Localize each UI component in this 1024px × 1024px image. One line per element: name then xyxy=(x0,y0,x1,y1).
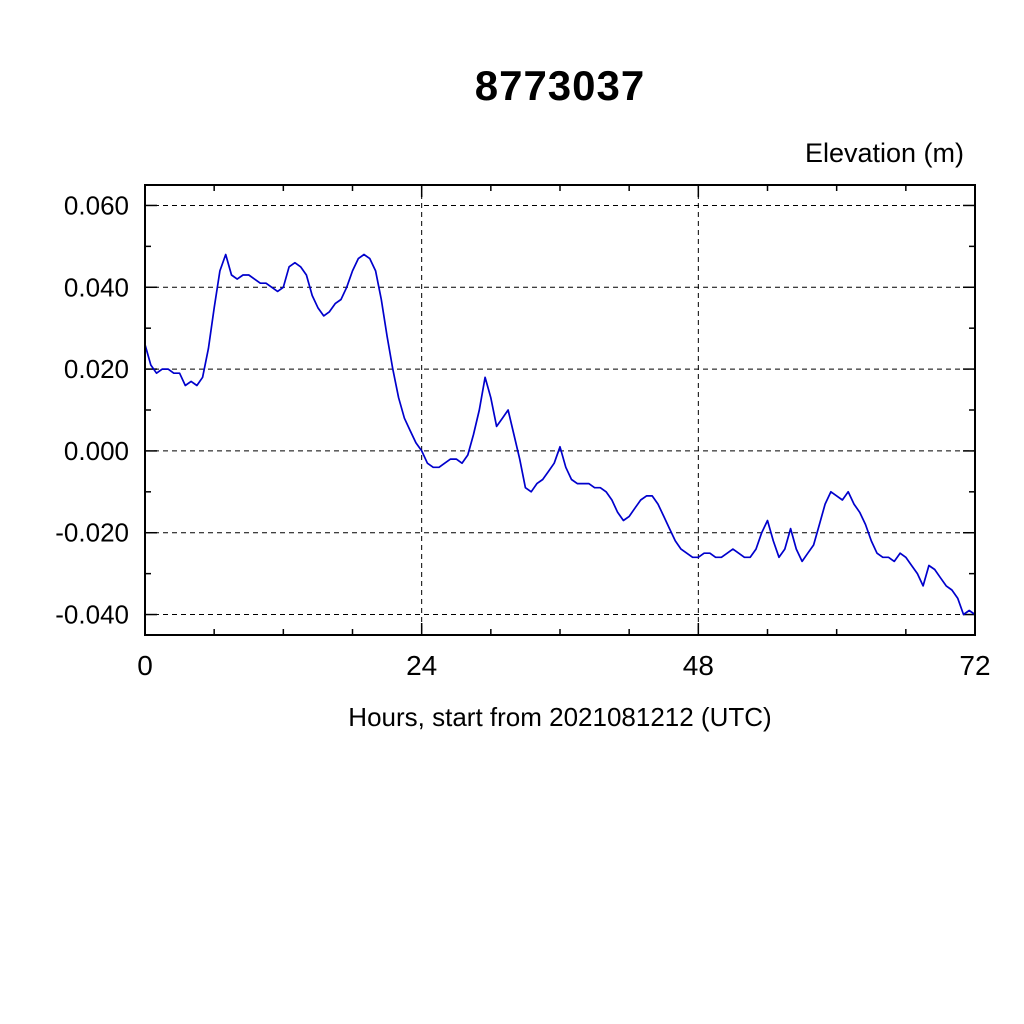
x-tick-label: 48 xyxy=(683,650,714,681)
x-axis-label: Hours, start from 2021081212 (UTC) xyxy=(348,702,772,732)
y-tick-label: -0.020 xyxy=(55,518,129,548)
chart-title: 8773037 xyxy=(474,62,646,109)
y-tick-label: 0.020 xyxy=(64,354,129,384)
y-tick-label: 0.040 xyxy=(64,272,129,302)
y-axis-unit-label: Elevation (m) xyxy=(804,138,964,168)
x-tick-label: 72 xyxy=(959,650,990,681)
x-tick-label: 0 xyxy=(137,650,153,681)
y-tick-label: 0.060 xyxy=(64,190,129,220)
y-tick-label: -0.040 xyxy=(55,600,129,630)
y-tick-label: 0.000 xyxy=(64,436,129,466)
elevation-line xyxy=(144,253,976,616)
x-tick-label: 24 xyxy=(406,650,437,681)
plot-frame xyxy=(144,184,976,636)
